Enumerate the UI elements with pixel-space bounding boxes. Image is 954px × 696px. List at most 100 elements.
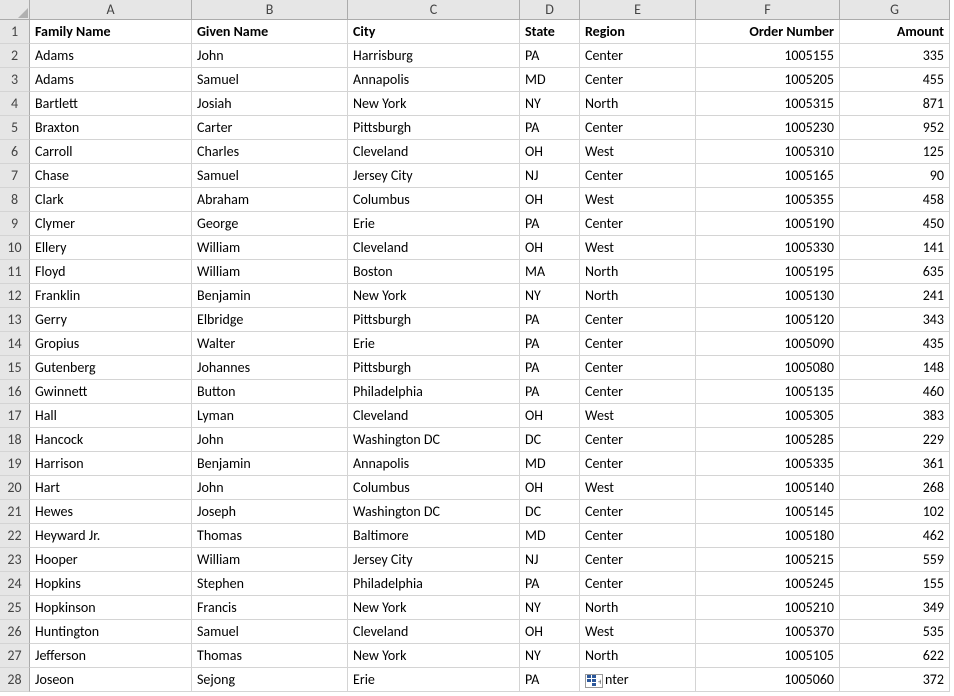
cell-G24[interactable]: 155 (840, 572, 950, 596)
cell-E18[interactable]: Center (580, 428, 696, 452)
row-header-8[interactable]: 8 (0, 188, 30, 212)
cell-B13[interactable]: Elbridge (192, 308, 348, 332)
cell-D10[interactable]: OH (520, 236, 580, 260)
header-cell-order_number[interactable]: Order Number (696, 20, 840, 44)
cell-D5[interactable]: PA (520, 116, 580, 140)
row-header-20[interactable]: 20 (0, 476, 30, 500)
cell-E13[interactable]: Center (580, 308, 696, 332)
row-header-10[interactable]: 10 (0, 236, 30, 260)
cell-C12[interactable]: New York (348, 284, 520, 308)
cell-E23[interactable]: Center (580, 548, 696, 572)
cell-G26[interactable]: 535 (840, 620, 950, 644)
cell-E22[interactable]: Center (580, 524, 696, 548)
cell-E19[interactable]: Center (580, 452, 696, 476)
cell-G14[interactable]: 435 (840, 332, 950, 356)
cell-C8[interactable]: Columbus (348, 188, 520, 212)
cell-A4[interactable]: Bartlett (30, 92, 192, 116)
cell-F12[interactable]: 1005130 (696, 284, 840, 308)
row-header-19[interactable]: 19 (0, 452, 30, 476)
cell-F26[interactable]: 1005370 (696, 620, 840, 644)
cell-C7[interactable]: Jersey City (348, 164, 520, 188)
cell-D4[interactable]: NY (520, 92, 580, 116)
cell-F22[interactable]: 1005180 (696, 524, 840, 548)
cell-G28[interactable]: 372 (840, 668, 950, 692)
cell-A11[interactable]: Floyd (30, 260, 192, 284)
cell-C5[interactable]: Pittsburgh (348, 116, 520, 140)
cell-G4[interactable]: 871 (840, 92, 950, 116)
cell-C14[interactable]: Erie (348, 332, 520, 356)
cell-G25[interactable]: 349 (840, 596, 950, 620)
cell-F28[interactable]: 1005060 (696, 668, 840, 692)
row-header-26[interactable]: 26 (0, 620, 30, 644)
cell-A27[interactable]: Jefferson (30, 644, 192, 668)
cell-C28[interactable]: Erie (348, 668, 520, 692)
cell-E21[interactable]: Center (580, 500, 696, 524)
row-header-4[interactable]: 4 (0, 92, 30, 116)
cell-A25[interactable]: Hopkinson (30, 596, 192, 620)
cell-A5[interactable]: Braxton (30, 116, 192, 140)
cell-G5[interactable]: 952 (840, 116, 950, 140)
cell-B26[interactable]: Samuel (192, 620, 348, 644)
cell-D17[interactable]: OH (520, 404, 580, 428)
cell-B16[interactable]: Button (192, 380, 348, 404)
cell-E7[interactable]: Center (580, 164, 696, 188)
column-header-E[interactable]: E (580, 0, 696, 20)
cell-D14[interactable]: PA (520, 332, 580, 356)
cell-A17[interactable]: Hall (30, 404, 192, 428)
cell-C19[interactable]: Annapolis (348, 452, 520, 476)
cell-C11[interactable]: Boston (348, 260, 520, 284)
cell-E11[interactable]: North (580, 260, 696, 284)
cell-E12[interactable]: North (580, 284, 696, 308)
cell-A8[interactable]: Clark (30, 188, 192, 212)
cell-D16[interactable]: PA (520, 380, 580, 404)
cell-C6[interactable]: Cleveland (348, 140, 520, 164)
cell-B9[interactable]: George (192, 212, 348, 236)
cell-F19[interactable]: 1005335 (696, 452, 840, 476)
cell-A15[interactable]: Gutenberg (30, 356, 192, 380)
cell-F6[interactable]: 1005310 (696, 140, 840, 164)
cell-A7[interactable]: Chase (30, 164, 192, 188)
cell-F13[interactable]: 1005120 (696, 308, 840, 332)
cell-C16[interactable]: Philadelphia (348, 380, 520, 404)
cell-B2[interactable]: John (192, 44, 348, 68)
cell-C2[interactable]: Harrisburg (348, 44, 520, 68)
cell-F25[interactable]: 1005210 (696, 596, 840, 620)
row-header-24[interactable]: 24 (0, 572, 30, 596)
cell-A26[interactable]: Huntington (30, 620, 192, 644)
column-header-G[interactable]: G (840, 0, 950, 20)
cell-D25[interactable]: NY (520, 596, 580, 620)
cell-C20[interactable]: Columbus (348, 476, 520, 500)
cell-B17[interactable]: Lyman (192, 404, 348, 428)
cell-F11[interactable]: 1005195 (696, 260, 840, 284)
cell-E5[interactable]: Center (580, 116, 696, 140)
cell-C27[interactable]: New York (348, 644, 520, 668)
cell-B15[interactable]: Johannes (192, 356, 348, 380)
cell-B23[interactable]: William (192, 548, 348, 572)
cell-G13[interactable]: 343 (840, 308, 950, 332)
cell-B11[interactable]: William (192, 260, 348, 284)
cell-C15[interactable]: Pittsburgh (348, 356, 520, 380)
row-header-12[interactable]: 12 (0, 284, 30, 308)
cell-B10[interactable]: William (192, 236, 348, 260)
cell-C26[interactable]: Cleveland (348, 620, 520, 644)
cell-G23[interactable]: 559 (840, 548, 950, 572)
cell-D13[interactable]: PA (520, 308, 580, 332)
cell-B28[interactable]: Sejong (192, 668, 348, 692)
cell-A23[interactable]: Hooper (30, 548, 192, 572)
cell-D26[interactable]: OH (520, 620, 580, 644)
cell-F16[interactable]: 1005135 (696, 380, 840, 404)
cell-A6[interactable]: Carroll (30, 140, 192, 164)
row-header-27[interactable]: 27 (0, 644, 30, 668)
cell-B3[interactable]: Samuel (192, 68, 348, 92)
cell-B25[interactable]: Francis (192, 596, 348, 620)
cell-E14[interactable]: Center (580, 332, 696, 356)
row-header-22[interactable]: 22 (0, 524, 30, 548)
cell-G2[interactable]: 335 (840, 44, 950, 68)
cell-D21[interactable]: DC (520, 500, 580, 524)
cell-G16[interactable]: 460 (840, 380, 950, 404)
cell-E3[interactable]: Center (580, 68, 696, 92)
row-header-23[interactable]: 23 (0, 548, 30, 572)
cell-G19[interactable]: 361 (840, 452, 950, 476)
row-header-15[interactable]: 15 (0, 356, 30, 380)
cell-A10[interactable]: Ellery (30, 236, 192, 260)
